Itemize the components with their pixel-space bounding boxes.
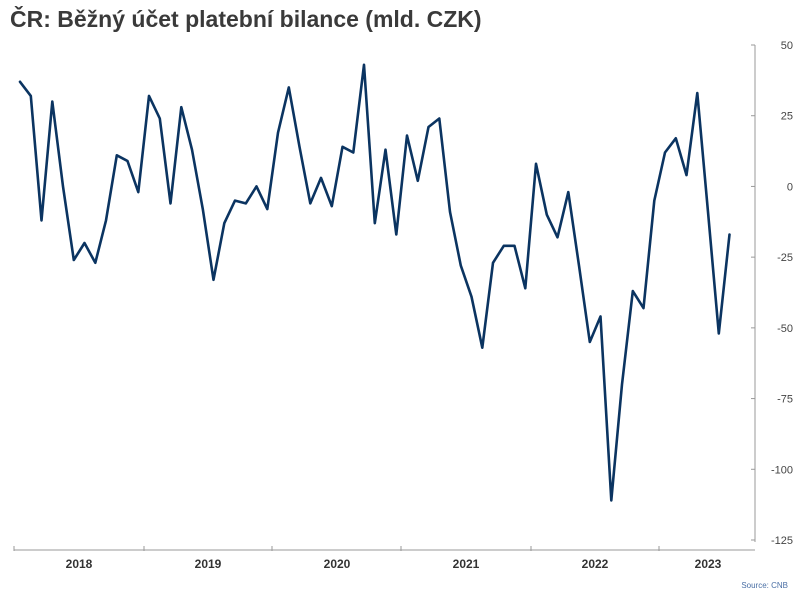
x-tick-label: 2019: [195, 557, 222, 571]
x-tick-label: 2021: [453, 557, 480, 571]
x-axis: 2018 2019 2020 2021 2022 2023: [13, 546, 755, 571]
x-tick-label: 2018: [66, 557, 93, 571]
y-tick-label: 0: [787, 181, 793, 193]
x-tick-label: 2020: [324, 557, 351, 571]
y-tick-label: -75: [777, 394, 793, 406]
y-tick-label: -125: [771, 535, 793, 547]
y-axis: 50 25 0 -25 -50 -75 -100 -125: [751, 40, 793, 547]
x-tick-label: 2023: [695, 557, 722, 571]
y-tick-label: -50: [777, 323, 793, 335]
source-note: Source: CNB: [741, 581, 788, 590]
x-tick-label: 2022: [582, 557, 609, 571]
y-tick-label: -25: [777, 252, 793, 264]
series-group: [18, 63, 731, 502]
chart-title: ČR: Běžný účet platební bilance (mld. CZ…: [10, 6, 482, 32]
series-line: [18, 63, 731, 502]
y-tick-label: -100: [771, 464, 793, 476]
y-tick-label: 50: [781, 40, 793, 52]
y-tick-label: 25: [781, 111, 793, 123]
